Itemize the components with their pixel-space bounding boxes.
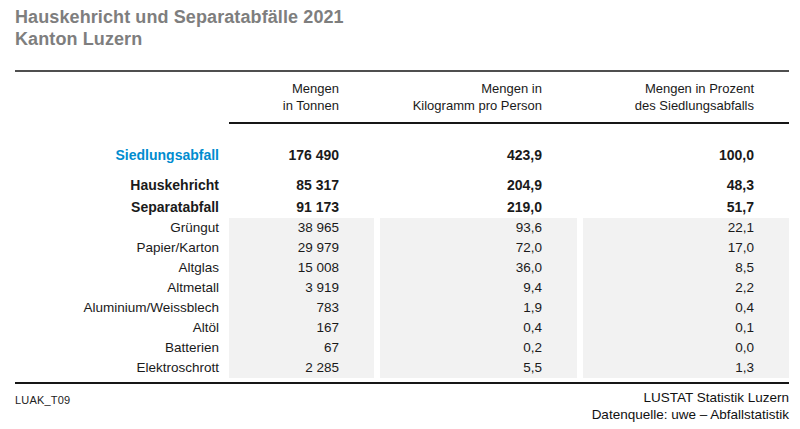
header-spacer [15, 81, 223, 114]
row-label: Grüngut [15, 218, 223, 238]
row-value-prozent: 100,0 [583, 144, 789, 166]
row-value-kg: 204,9 [380, 174, 577, 196]
column-header-kg-line1: Mengen in [380, 81, 542, 98]
table-row: Hauskehricht 85 317 204,9 48,3 [15, 174, 789, 196]
row-value-prozent: 48,3 [583, 174, 789, 196]
column-header-tonnen-line1: Mengen [229, 81, 339, 98]
row-value-tonnen: 3 919 [229, 278, 374, 298]
row-value-kg: 72,0 [380, 238, 577, 258]
row-value-tonnen: 29 979 [229, 238, 374, 258]
row-value-kg: 93,6 [380, 218, 577, 238]
row-label: Altöl [15, 318, 223, 338]
row-value-tonnen: 67 [229, 338, 374, 358]
row-value-prozent: 0,0 [583, 338, 789, 358]
table-row: Batterien 67 0,2 0,0 [15, 338, 789, 358]
table-code: LUAK_T09 [15, 394, 70, 406]
column-header-tonnen: Mengen in Tonnen [229, 81, 374, 114]
row-value-tonnen: 91 173 [229, 196, 374, 218]
page-title-line1: Hauskehricht und Separatabfälle 2021 [15, 6, 789, 28]
column-header-kg-pro-person: Mengen in Kilogramm pro Person [380, 81, 577, 114]
row-label: Aluminium/Weissblech [15, 298, 223, 318]
row-value-tonnen: 783 [229, 298, 374, 318]
row-label: Elektroschrott [15, 358, 223, 378]
column-header-prozent-line1: Mengen in Prozent [583, 81, 754, 98]
page-title-line2: Kanton Luzern [15, 28, 789, 50]
table-rows: Siedlungsabfall 176 490 423,9 100,0 Haus… [15, 144, 789, 378]
row-value-kg: 5,5 [380, 358, 577, 378]
row-value-prozent: 17,0 [583, 238, 789, 258]
table-row: Elektroschrott 2 285 5,5 1,3 [15, 358, 789, 378]
table-row: Altglas 15 008 36,0 8,5 [15, 258, 789, 278]
footer-source: LUSTAT Statistik Luzern Datenquelle: uwe… [592, 390, 789, 423]
top-rule [15, 70, 789, 72]
row-value-tonnen: 15 008 [229, 258, 374, 278]
bottom-rule [15, 382, 789, 384]
row-label: Papier/Karton [15, 238, 223, 258]
row-label: Hauskehricht [15, 174, 223, 196]
row-value-prozent: 0,1 [583, 318, 789, 338]
table-row: Aluminium/Weissblech 783 1,9 0,4 [15, 298, 789, 318]
row-value-tonnen: 2 285 [229, 358, 374, 378]
footer: LUAK_T09 LUSTAT Statistik Luzern Datenqu… [15, 390, 789, 423]
row-value-kg: 36,0 [380, 258, 577, 278]
row-value-prozent: 0,4 [583, 298, 789, 318]
row-value-kg: 1,9 [380, 298, 577, 318]
row-value-prozent: 1,3 [583, 358, 789, 378]
column-header-prozent: Mengen in Prozent des Siedlungsabfalls [583, 81, 789, 114]
row-label: Batterien [15, 338, 223, 358]
row-label: Separatabfall [15, 196, 223, 218]
column-header-tonnen-line2: in Tonnen [229, 98, 339, 115]
row-value-kg: 0,4 [380, 318, 577, 338]
row-label: Altmetall [15, 278, 223, 298]
row-value-tonnen: 176 490 [229, 144, 374, 166]
row-label: Altglas [15, 258, 223, 278]
row-label: Siedlungsabfall [15, 144, 223, 166]
row-value-kg: 423,9 [380, 144, 577, 166]
statistics-table-page: Hauskehricht und Separatabfälle 2021 Kan… [0, 0, 800, 429]
row-value-kg: 219,0 [380, 196, 577, 218]
header-underline-rule [229, 122, 789, 124]
row-value-kg: 9,4 [380, 278, 577, 298]
row-value-prozent: 2,2 [583, 278, 789, 298]
footer-publisher: LUSTAT Statistik Luzern [592, 390, 789, 407]
row-value-tonnen: 38 965 [229, 218, 374, 238]
row-value-prozent: 51,7 [583, 196, 789, 218]
footer-datasource: Datenquelle: uwe – Abfallstatistik [592, 407, 789, 424]
row-value-prozent: 8,5 [583, 258, 789, 278]
row-value-prozent: 22,1 [583, 218, 789, 238]
table-row: Grüngut 38 965 93,6 22,1 [15, 218, 789, 238]
table-header-row: Mengen in Tonnen Mengen in Kilogramm pro… [15, 81, 789, 114]
table-row: Separatabfall 91 173 219,0 51,7 [15, 196, 789, 218]
column-header-kg-line2: Kilogramm pro Person [380, 98, 542, 115]
row-value-tonnen: 85 317 [229, 174, 374, 196]
table-row: Siedlungsabfall 176 490 423,9 100,0 [15, 144, 789, 166]
table-row: Altmetall 3 919 9,4 2,2 [15, 278, 789, 298]
table-row: Altöl 167 0,4 0,1 [15, 318, 789, 338]
column-header-prozent-line2: des Siedlungsabfalls [583, 98, 754, 115]
row-value-kg: 0,2 [380, 338, 577, 358]
table-row: Papier/Karton 29 979 72,0 17,0 [15, 238, 789, 258]
page-title: Hauskehricht und Separatabfälle 2021 Kan… [15, 6, 789, 50]
row-value-tonnen: 167 [229, 318, 374, 338]
